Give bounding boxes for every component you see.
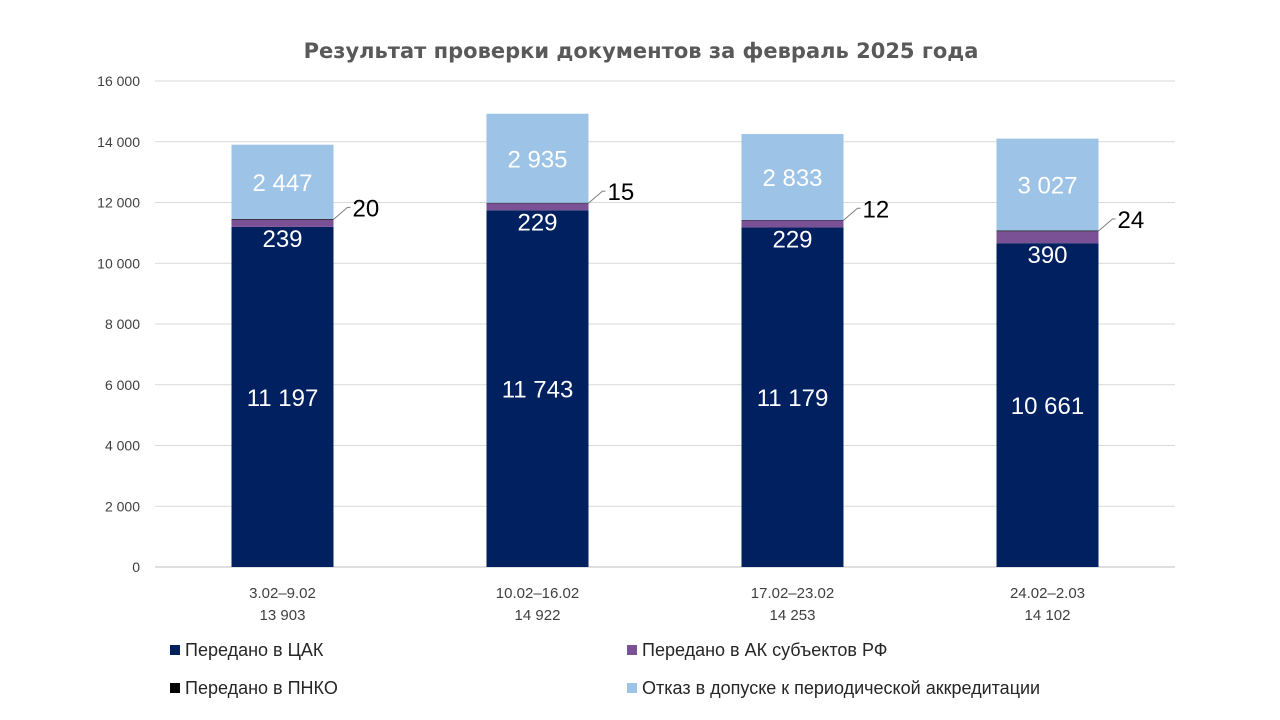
data-label: 2 935 — [507, 146, 567, 173]
data-label: 390 — [1027, 242, 1067, 269]
y-tick-label: 0 — [132, 559, 140, 575]
y-axis-ticks: 0 2 000 4 000 6 000 8 000 10 000 12 000 14 000 1… — [97, 73, 140, 575]
data-label: 3 027 — [1017, 173, 1077, 200]
legend-swatch — [627, 683, 637, 693]
data-label: 11 197 — [247, 385, 319, 412]
x-category-label: 24.02–2.03 — [1010, 585, 1085, 602]
leader-line — [1098, 218, 1116, 232]
y-tick-label: 12 000 — [97, 195, 140, 211]
data-label: 229 — [517, 209, 557, 236]
bar-segment — [231, 144, 334, 220]
leader-line — [588, 190, 606, 204]
data-labels: 11 197 239 20 2 447 11 743 229 15 2 935 11 179 22… — [247, 146, 1145, 420]
legend-swatch — [627, 645, 637, 655]
leader-line — [843, 207, 861, 221]
bar-segment — [741, 134, 844, 221]
bar-segment — [996, 231, 1099, 244]
y-tick-label: 6 000 — [105, 377, 140, 393]
y-tick-label: 2 000 — [105, 498, 140, 514]
x-category-total: 14 102 — [1025, 607, 1071, 624]
legend-swatch — [170, 645, 180, 655]
bar-segment — [486, 203, 589, 211]
x-category-label: 17.02–23.02 — [751, 585, 834, 602]
bar-segment — [741, 220, 844, 228]
data-label: 10 661 — [1011, 393, 1084, 420]
x-category-label: 3.02–9.02 — [249, 585, 316, 602]
legend-label: Передано в ПНКО — [185, 678, 338, 698]
x-category-total: 14 253 — [770, 607, 816, 624]
data-label: 11 179 — [757, 385, 829, 412]
data-label: 2 833 — [762, 165, 822, 192]
data-label: 239 — [262, 226, 302, 253]
legend-swatch — [170, 683, 180, 693]
bar-segment — [231, 219, 334, 227]
y-tick-label: 14 000 — [97, 134, 140, 150]
data-label: 2 447 — [252, 170, 312, 197]
bar-segment — [231, 226, 334, 568]
bar-segment — [996, 243, 1099, 567]
bar-segment — [996, 138, 1099, 231]
x-category-label: 10.02–16.02 — [496, 585, 579, 602]
x-category-total: 13 903 — [260, 607, 306, 624]
y-tick-label: 10 000 — [97, 255, 140, 271]
y-tick-label: 16 000 — [97, 73, 140, 89]
legend-label: Отказ в допуске к периодической аккредит… — [642, 678, 1040, 698]
y-tick-label: 4 000 — [105, 438, 140, 454]
x-category-total: 14 922 — [515, 607, 561, 624]
leader-line — [333, 206, 351, 220]
legend-label: Передано в АК субъектов РФ — [642, 640, 887, 660]
bar-segment — [741, 227, 844, 568]
data-label: 12 — [863, 196, 890, 223]
bar-segment — [486, 113, 589, 203]
data-label: 20 — [353, 195, 380, 222]
data-label: 11 743 — [502, 377, 574, 404]
x-axis-categories: 3.02–9.02 13 903 10.02–16.02 14 922 17.02–23… — [249, 585, 1085, 624]
chart-title: Результат проверки документов за февраль… — [304, 39, 979, 63]
legend-label: Передано в ЦАК — [185, 640, 324, 660]
data-label: 229 — [772, 226, 812, 253]
bars — [231, 113, 1099, 568]
y-tick-label: 8 000 — [105, 316, 140, 332]
bar-segment — [486, 210, 589, 567]
legend: Передано в ЦАК Передано в АК субъектов РФ… — [170, 640, 1040, 698]
data-label: 15 — [608, 179, 635, 206]
data-label: 24 — [1118, 207, 1145, 234]
